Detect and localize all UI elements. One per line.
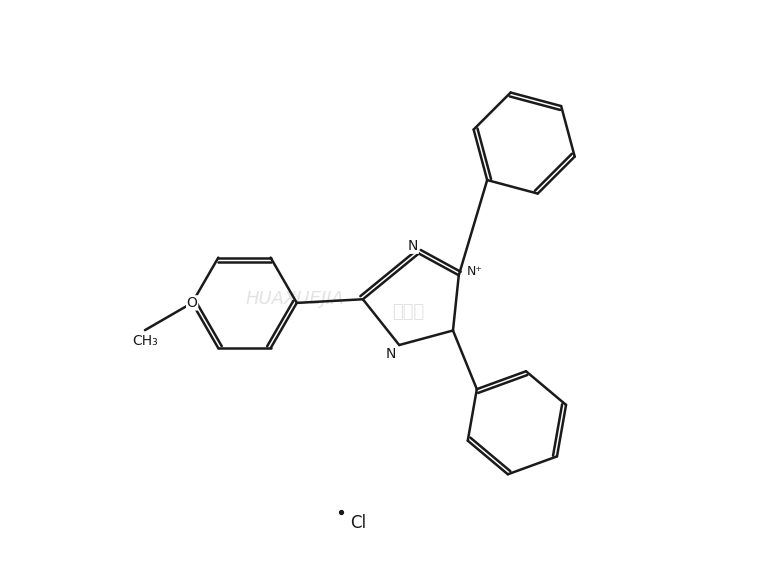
Text: HUAXUEJIA: HUAXUEJIA <box>246 290 345 308</box>
Text: CH₃: CH₃ <box>132 334 158 348</box>
Text: N: N <box>408 239 418 253</box>
Text: ®: ® <box>289 294 299 304</box>
Text: Cl: Cl <box>350 514 366 532</box>
Text: O: O <box>187 296 197 310</box>
Text: N⁺: N⁺ <box>467 265 483 278</box>
Text: 化学加: 化学加 <box>392 303 424 321</box>
Text: N: N <box>386 347 396 361</box>
